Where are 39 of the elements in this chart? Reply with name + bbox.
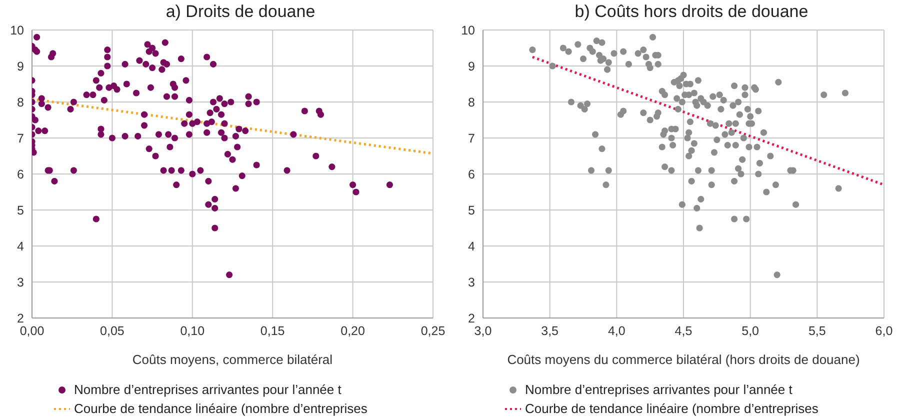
x-tick-label: 0,00 xyxy=(20,324,44,338)
x-tick-label: 6,0 xyxy=(875,324,893,338)
y-tick-label: 10 xyxy=(10,23,24,38)
y-tick-label: 9 xyxy=(468,59,476,74)
x-tick-label: 4,5 xyxy=(674,324,692,338)
chart-title: b) Coûts hors droits de douane xyxy=(574,1,810,23)
y-tick-label: 8 xyxy=(17,95,24,110)
y-tick-label: 7 xyxy=(468,131,476,146)
legend-label: Nombre d’entreprises arrivantes pour l’année t xyxy=(74,381,342,399)
x-tick-label: 0,05 xyxy=(100,324,124,338)
y-tick-label: 3 xyxy=(468,275,476,290)
x-axis-title: Coûts moyens, commerce bilatéral xyxy=(132,352,333,367)
x-tick-label: 4,0 xyxy=(608,324,626,338)
x-tick-label: 0,10 xyxy=(180,324,205,338)
x-tick-label: 0,15 xyxy=(260,324,285,338)
x-tick-label: 3,0 xyxy=(474,324,492,338)
y-tick-label: 7 xyxy=(17,131,24,146)
y-tick-label: 5 xyxy=(468,203,476,218)
x-tick-label: 0,25 xyxy=(420,324,446,338)
y-tick-label: 4 xyxy=(468,239,476,254)
y-tick-label: 6 xyxy=(17,167,24,182)
y-tick-label: 2 xyxy=(17,311,24,326)
y-tick-label: 10 xyxy=(461,23,476,38)
legend-label: Courbe de tendance linéaire (nombre d’entreprises xyxy=(74,400,368,418)
x-tick-label: 3,5 xyxy=(541,324,559,338)
x-tick-label: 0,20 xyxy=(340,324,366,338)
y-tick-label: 5 xyxy=(17,203,24,218)
x-axis-title: Coûts moyens du commerce bilatéral (hors droits de douane) xyxy=(507,352,860,367)
x-tick-label: 5,0 xyxy=(742,324,760,338)
chart-title: a) Droits de douane xyxy=(164,1,316,23)
y-tick-label: 4 xyxy=(17,239,24,254)
y-tick-label: 9 xyxy=(17,59,24,74)
legend-label: Nombre d’entreprises arrivantes pour l’année t xyxy=(525,381,792,399)
y-tick-label: 8 xyxy=(468,95,476,110)
y-tick-label: 2 xyxy=(468,311,476,326)
y-tick-label: 3 xyxy=(17,275,24,290)
legend-label: Courbe de tendance linéaire (nombre d’entreprises xyxy=(525,400,818,418)
y-tick-label: 6 xyxy=(468,167,476,182)
x-tick-label: 5,5 xyxy=(808,324,826,338)
